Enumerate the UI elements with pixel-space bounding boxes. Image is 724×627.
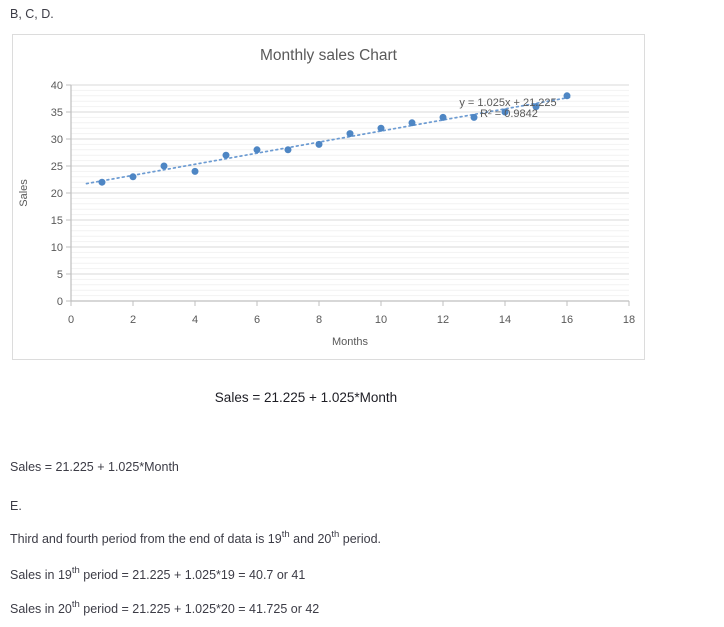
axis-titles: Months Sales — [18, 179, 369, 348]
x-tick-label: 0 — [68, 314, 74, 326]
axes: 0 5 10 15 20 25 30 35 40 0 2 4 6 8 10 12 14 16 18 — [51, 80, 635, 326]
monthly-sales-scatter-chart: 0 5 10 15 20 25 30 35 40 0 2 4 6 8 10 12 14 16 18 Months Sal… — [18, 80, 635, 348]
x-tick-label: 12 — [437, 314, 449, 326]
x-tick-label: 14 — [499, 314, 511, 326]
chart-title: Monthly sales Chart — [260, 47, 397, 64]
answer-line: Third and fourth period from the end of … — [10, 529, 381, 547]
y-tick-label: 15 — [51, 215, 63, 227]
answer-line: Sales in 19th period = 21.225 + 1.025*19… — [10, 565, 306, 583]
y-tick-label: 0 — [57, 296, 63, 308]
chart-panel: 0 5 10 15 20 25 30 35 40 0 2 4 6 8 10 12 14 16 18 Months Sal… — [12, 34, 645, 360]
data-point — [253, 146, 261, 154]
data-point — [315, 140, 323, 148]
answer-line: E. — [10, 499, 22, 513]
gridlines — [71, 84, 629, 297]
trendline-equation: y = 1.025x + 21.225 — [459, 97, 556, 109]
y-tick-label: 30 — [51, 134, 63, 146]
y-tick-label: 40 — [51, 80, 63, 92]
trendline — [85, 96, 571, 185]
x-tick-label: 6 — [254, 314, 260, 326]
answer-heading: B, C, D. — [10, 7, 54, 21]
answer-line: Sales in 20th period = 21.225 + 1.025*20… — [10, 599, 320, 617]
data-point — [563, 92, 571, 100]
y-tick-label: 35 — [51, 107, 63, 119]
data-point — [377, 124, 385, 132]
data-point — [532, 103, 540, 111]
x-tick-label: 4 — [192, 314, 198, 326]
x-axis-title: Months — [332, 336, 369, 348]
data-point — [191, 167, 199, 175]
data-point — [346, 130, 354, 138]
x-tick-label: 8 — [316, 314, 322, 326]
data-point — [222, 151, 230, 159]
answer-line: Sales = 21.225 + 1.025*Month — [10, 460, 179, 474]
x-tick-label: 2 — [130, 314, 136, 326]
y-tick-label: 10 — [51, 242, 63, 254]
trendline-r-squared: R² = 0.9842 — [480, 108, 538, 120]
y-tick-label: 5 — [57, 269, 63, 281]
y-tick-label: 25 — [51, 161, 63, 173]
data-point — [408, 119, 416, 127]
data-point — [439, 113, 447, 121]
data-points — [98, 92, 571, 186]
data-point — [160, 162, 168, 170]
x-tick-label: 10 — [375, 314, 387, 326]
data-point — [129, 173, 137, 181]
x-tick-label: 16 — [561, 314, 573, 326]
y-tick-label: 20 — [51, 188, 63, 200]
y-axis-title: Sales — [18, 179, 30, 207]
data-point — [501, 108, 509, 116]
data-point — [470, 113, 478, 121]
regression-equation-centered: Sales = 21.225 + 1.025*Month — [214, 390, 398, 405]
data-point — [98, 178, 106, 186]
data-point — [284, 146, 292, 154]
x-tick-label: 18 — [623, 314, 635, 326]
